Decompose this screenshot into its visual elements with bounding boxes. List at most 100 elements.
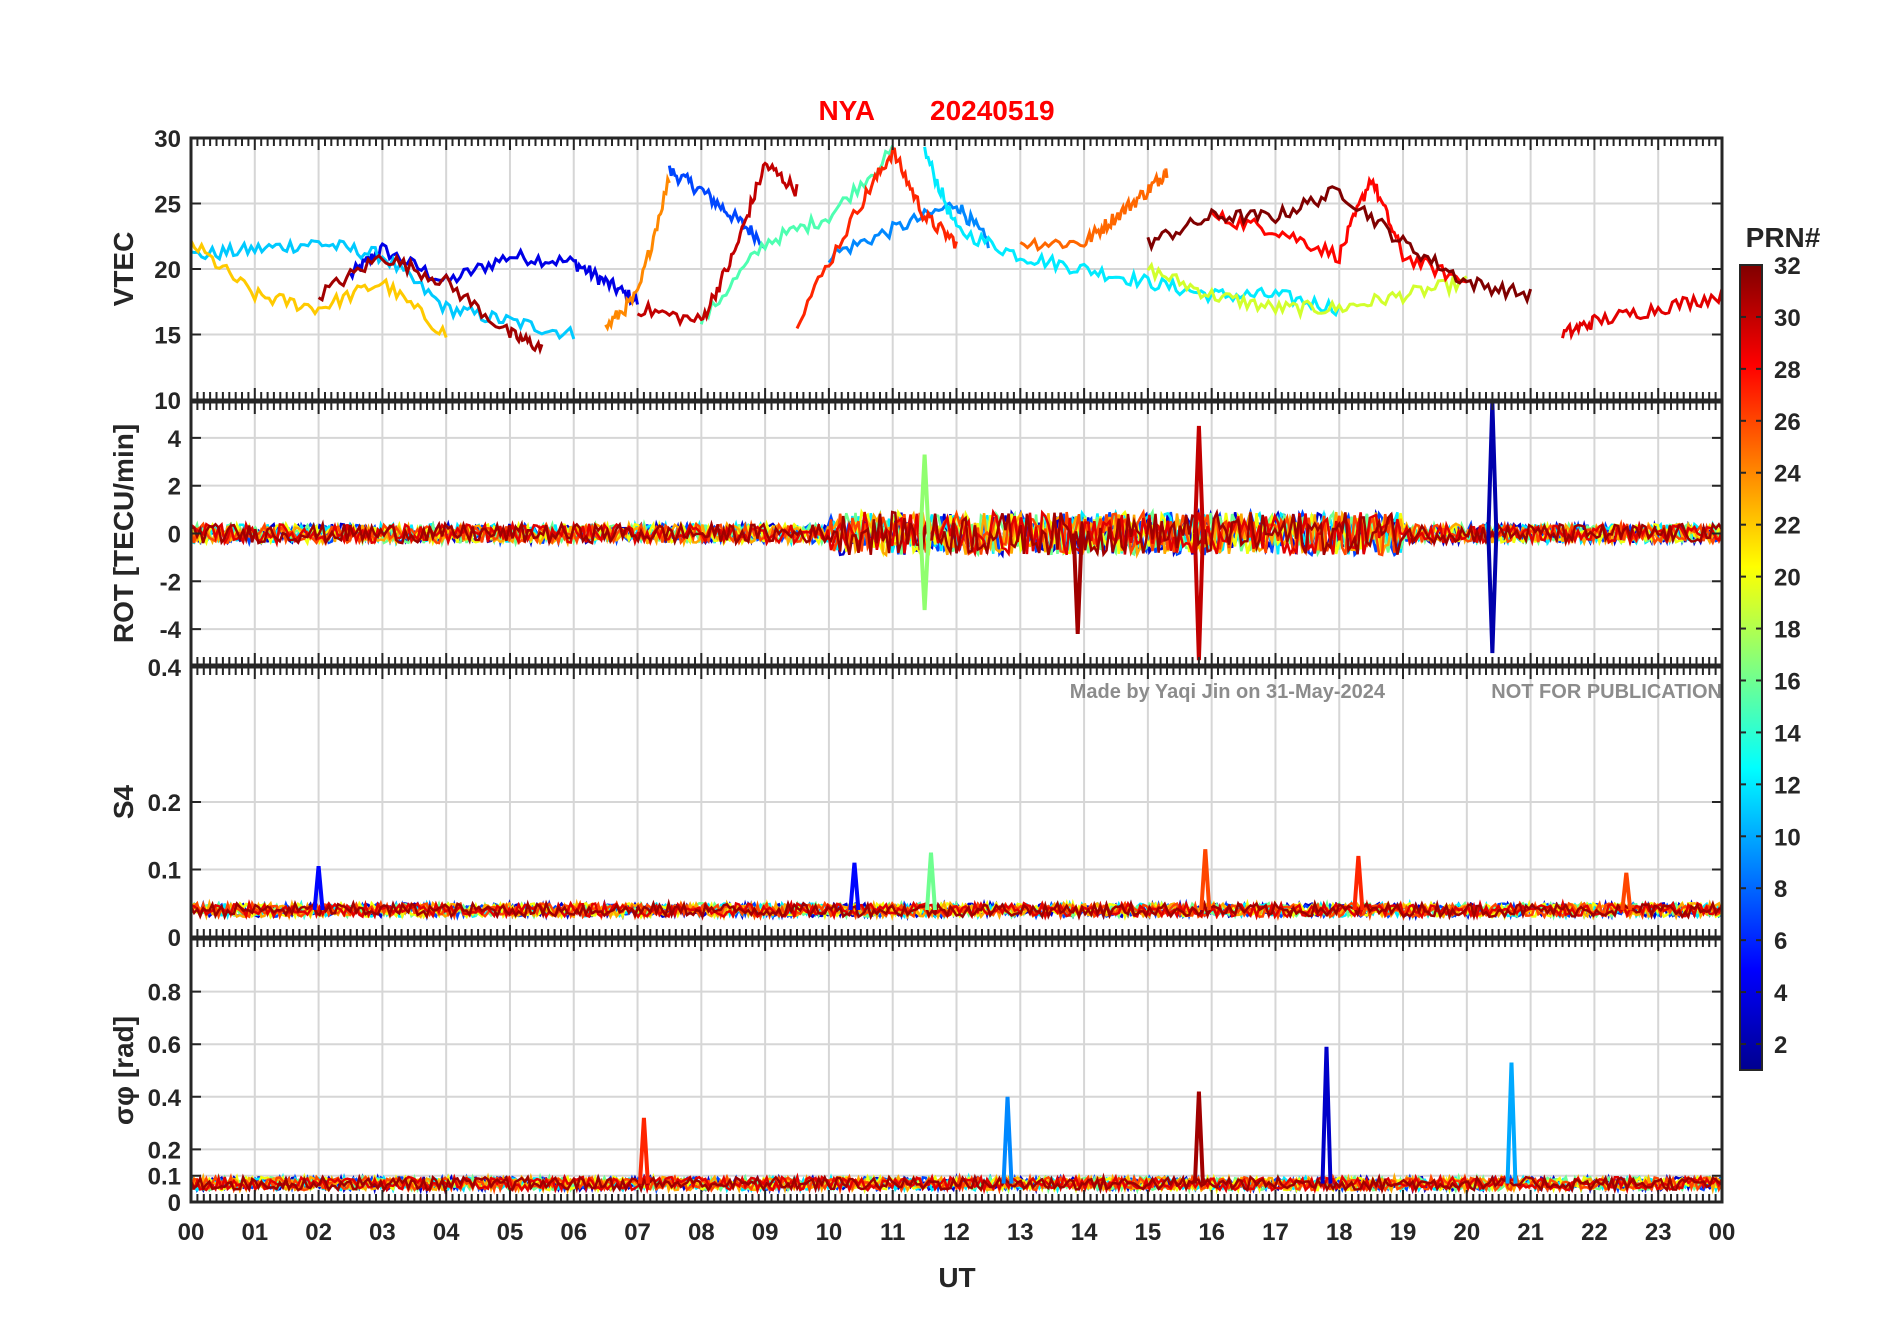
colorbar-tick-label: 6 [1774, 928, 1787, 955]
series-line-prn-30 [636, 161, 799, 328]
colorbar [1739, 264, 1763, 1071]
y-ticks [191, 137, 1722, 401]
spike-prn-26 [1620, 872, 1633, 911]
y-tick-label: 0.2 [148, 790, 181, 817]
spike-prn-17 [918, 454, 931, 534]
colorbar-tick-label: 2 [1774, 1032, 1787, 1059]
chart-title-station: NYA [818, 95, 875, 126]
spike-prn-31 [1071, 533, 1084, 634]
panel-sigphi: 0.8 0.6 0.4 0.20.10 σφ [rad] [108, 937, 1724, 1217]
y-tick-label: 0.1 [148, 858, 181, 885]
y-tick-label: 0 [168, 925, 181, 952]
x-tick-label: 15 [1135, 1219, 1162, 1246]
x-tick-label: 14 [1071, 1219, 1098, 1246]
y-tick-label: 30 [154, 126, 181, 153]
x-tick-label: 22 [1581, 1219, 1608, 1246]
spike-prn-16 [924, 852, 937, 911]
y-tick-label: 0.8 [148, 980, 181, 1007]
plot-area-rot [191, 402, 1722, 661]
x-tick-label: 03 [369, 1219, 396, 1246]
x-tick-label: 16 [1198, 1219, 1225, 1246]
plot-area-s4 [191, 849, 1722, 922]
panel-vtec: 30 25 20 15 10 VTEC [108, 126, 1724, 415]
x-tick-label: 09 [752, 1219, 779, 1246]
y-tick-label: 0.4 [148, 1085, 182, 1112]
x-ticks [190, 138, 1723, 400]
spike-prn-2 [1486, 402, 1499, 534]
x-tick-label: 08 [688, 1219, 715, 1246]
y-tick-label: 0 [168, 1190, 181, 1217]
y-axis-label: ROT [TECU/min] [108, 424, 139, 643]
x-tick-label: 05 [497, 1219, 524, 1246]
x-tick-label: 20 [1453, 1219, 1480, 1246]
y-axis-label: S4 [108, 784, 139, 819]
y-tick-label: 0.2 [148, 1137, 181, 1164]
colorbar-tick-label: 22 [1774, 513, 1801, 540]
y-ticks [191, 990, 1722, 1203]
colorbar-tick-label: 24 [1774, 461, 1801, 488]
colorbar-tick-label: 32 [1774, 253, 1801, 280]
colorbar-tick-label: 16 [1774, 668, 1801, 695]
watermark-notice: NOT FOR PUBLICATION [1491, 681, 1722, 703]
series-trace-prn-31 [191, 508, 1722, 558]
series-trace-prn-31 [191, 898, 1722, 921]
y-tick-label: 0 [168, 522, 181, 549]
series-line-prn-24 [604, 173, 671, 332]
x-tick-label: 19 [1390, 1219, 1417, 1246]
series-line-prn-15 [699, 144, 895, 325]
y-axis-label: σφ [rad] [108, 1016, 139, 1125]
plot-area-vtec [191, 144, 1722, 356]
colorbar-tick-label: 4 [1774, 980, 1788, 1007]
x-tick-label: 10 [816, 1219, 843, 1246]
series-line-prn-7 [667, 165, 767, 250]
series-line-prn-25 [1019, 168, 1169, 253]
colorbar-tick-label: 14 [1774, 720, 1801, 747]
x-tick-label: 00 [178, 1219, 205, 1246]
spike-prn-2 [1486, 533, 1499, 654]
colorbar-tick-label: 8 [1774, 876, 1787, 903]
series-line-prn-31 [317, 253, 544, 356]
x-tick-label: 07 [624, 1219, 651, 1246]
x-tick-label: 23 [1645, 1219, 1672, 1246]
plot-area-sigphi [191, 1046, 1722, 1196]
y-tick-label: -4 [160, 617, 182, 644]
watermark-author: Made by Yaqi Jin on 31-May-2024 [1070, 681, 1386, 703]
y-tick-label: 4 [168, 426, 182, 453]
colorbar-tick-label: 18 [1774, 617, 1801, 644]
x-ticks [190, 667, 1723, 937]
spike-prn-26 [1199, 849, 1212, 911]
y-tick-label: 0.6 [148, 1032, 181, 1059]
x-tick-label: 12 [943, 1219, 970, 1246]
y-tick-label: 15 [154, 323, 181, 350]
colorbar-tick-label: 10 [1774, 824, 1801, 851]
series-line-prn-12 [923, 146, 1341, 318]
series-trace-prn-31 [191, 1172, 1722, 1195]
x-tick-label: 00 [1709, 1219, 1736, 1246]
y-tick-label: 20 [154, 257, 181, 284]
x-tick-label: 13 [1007, 1219, 1034, 1246]
series-line-prn-11 [191, 237, 576, 341]
x-tick-label: 18 [1326, 1219, 1353, 1246]
y-ticks [191, 436, 1722, 631]
series-line-prn-9 [827, 201, 990, 264]
spike-prn-5 [848, 862, 861, 911]
colorbar-tick-label: 28 [1774, 357, 1801, 384]
y-tick-label: 0.1 [148, 1164, 181, 1191]
y-tick-label: 25 [154, 192, 181, 219]
series-line-prn-22 [191, 239, 448, 339]
y-tick-label: 10 [154, 388, 181, 415]
x-tick-label: 17 [1262, 1219, 1289, 1246]
y-tick-label: 0.4 [148, 655, 182, 682]
x-ticks [190, 402, 1723, 665]
y-ticks [191, 666, 1722, 938]
spike-prn-17 [918, 533, 931, 611]
series-line-prn-28 [1210, 175, 1468, 284]
spike-prn-30 [1192, 425, 1205, 534]
colorbar-tick-label: 26 [1774, 409, 1801, 436]
x-tick-label: 21 [1517, 1219, 1544, 1246]
spike-prn-5 [312, 865, 325, 911]
x-ticks [190, 939, 1723, 1202]
